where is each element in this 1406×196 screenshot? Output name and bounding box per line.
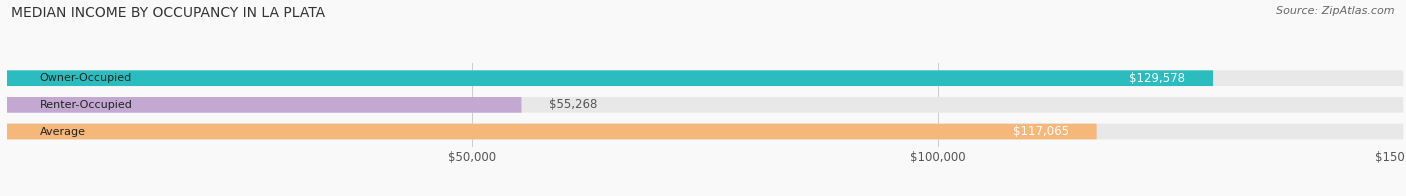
Text: $55,268: $55,268	[550, 98, 598, 111]
FancyBboxPatch shape	[7, 97, 522, 113]
Text: Owner-Occupied: Owner-Occupied	[39, 73, 132, 83]
Text: Average: Average	[39, 127, 86, 137]
FancyBboxPatch shape	[7, 124, 1403, 139]
Text: Renter-Occupied: Renter-Occupied	[39, 100, 132, 110]
Text: $117,065: $117,065	[1012, 125, 1069, 138]
Text: $129,578: $129,578	[1129, 72, 1185, 85]
FancyBboxPatch shape	[7, 70, 1403, 86]
FancyBboxPatch shape	[7, 97, 1403, 113]
Text: MEDIAN INCOME BY OCCUPANCY IN LA PLATA: MEDIAN INCOME BY OCCUPANCY IN LA PLATA	[11, 6, 325, 20]
FancyBboxPatch shape	[7, 70, 1213, 86]
Text: Source: ZipAtlas.com: Source: ZipAtlas.com	[1277, 6, 1395, 16]
FancyBboxPatch shape	[7, 124, 1097, 139]
